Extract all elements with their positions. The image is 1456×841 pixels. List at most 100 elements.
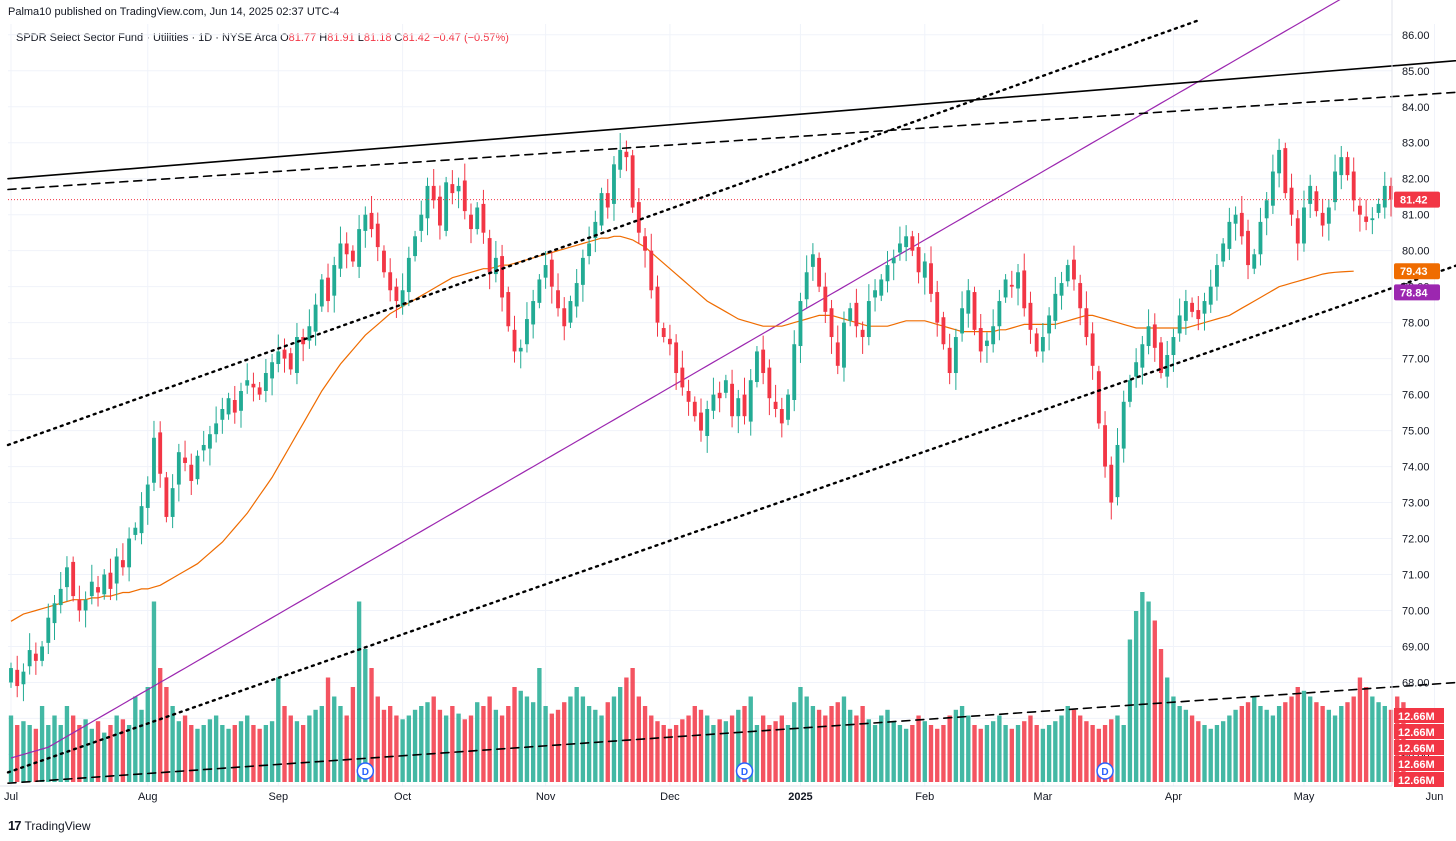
candle [127,527,132,582]
volume-bar [593,709,598,782]
candle [276,334,281,373]
tradingview-footer[interactable]: 17 TradingView [8,818,91,833]
volume-bar [649,715,654,782]
candle [773,384,778,418]
candle [21,663,26,702]
volume-bar [425,702,430,782]
candle-body [89,581,94,597]
candle-body [661,328,666,338]
candle-body [717,392,722,399]
volume-bar [437,709,443,782]
candle-body [730,383,735,417]
candle [879,274,884,302]
candle-body [1264,200,1269,219]
volume-bar [1245,702,1251,782]
candle [960,291,965,342]
candle [382,245,386,278]
candle [891,249,896,281]
candle-body [618,149,623,170]
volume-bar [1133,611,1139,782]
candle-body [655,286,660,323]
volume-bar [83,719,88,782]
volume-bar [319,706,324,782]
candle [1003,274,1008,303]
candle-body [375,223,380,248]
candle [1239,195,1244,245]
candle-body [27,650,32,667]
candle [1382,171,1387,219]
volume-bar [263,725,269,782]
volume-bar [388,706,393,782]
candle-body [966,290,971,314]
volume-bar [580,696,586,782]
high-label: H [319,32,328,44]
candle-body [854,302,859,327]
candle-body [612,164,616,204]
candle-body [1382,185,1387,208]
candle [170,474,175,529]
candle [1277,138,1282,188]
candle [1283,142,1288,199]
volume-bar [1363,687,1369,782]
volume-bar [257,728,262,782]
volume-bar [866,719,872,782]
candle [755,346,759,388]
candle [667,324,672,356]
volume-bar [294,721,300,782]
candle-body [251,383,256,388]
candle-body [1202,301,1207,314]
candle [1289,173,1294,226]
volume-tag: 12.66M [1394,708,1444,723]
y-tick-label: 84.00 [1402,102,1430,114]
volume-bar [1382,706,1387,782]
candle-body [1028,302,1033,330]
candle [1152,313,1157,362]
candle-body [295,337,299,374]
ma50-line [10,235,1354,622]
candle [1009,270,1014,298]
candle-body [1351,171,1356,201]
candle [1022,253,1027,317]
candle-body [1289,187,1294,215]
candle-body [276,351,281,365]
volume-bar [282,706,287,782]
x-tick-label: Aug [138,791,158,803]
candle [854,288,859,338]
candle [245,363,250,394]
volume-bar [543,706,548,782]
candle-body [33,653,38,661]
candle [624,140,629,172]
candle-body [46,617,51,643]
volume-bar [158,668,163,782]
candle [425,177,430,236]
volume-bar [487,696,492,782]
volume-bar [412,709,418,782]
candle [593,210,598,253]
candle [1308,174,1313,218]
y-tick-label: 75.00 [1402,426,1430,438]
candle-body [1078,283,1083,309]
candle [525,302,529,353]
y-tick-label: 81.00 [1402,210,1430,222]
volume-bar [1270,715,1276,782]
candle-body [481,203,486,233]
volume-bar [381,709,387,782]
candle-body [1370,218,1375,221]
close-label: C [394,32,403,44]
candle-body [804,272,809,300]
volume-bar [189,725,194,782]
candle-body [680,367,685,388]
volume-bar [1332,715,1338,782]
candle-body [761,349,766,374]
candle-body [120,560,125,568]
volume-bar [338,706,343,782]
candle-body [1009,284,1014,287]
candle [661,322,666,343]
candle-body [475,207,480,230]
candle [860,321,865,354]
price-tags: 81.42 79.43 78.84 12.66M 12.66M 12.66M 12.66M 1… [1394,191,1444,787]
candle-body [1109,464,1114,503]
volume-bar [251,725,256,782]
candle [1053,276,1058,330]
